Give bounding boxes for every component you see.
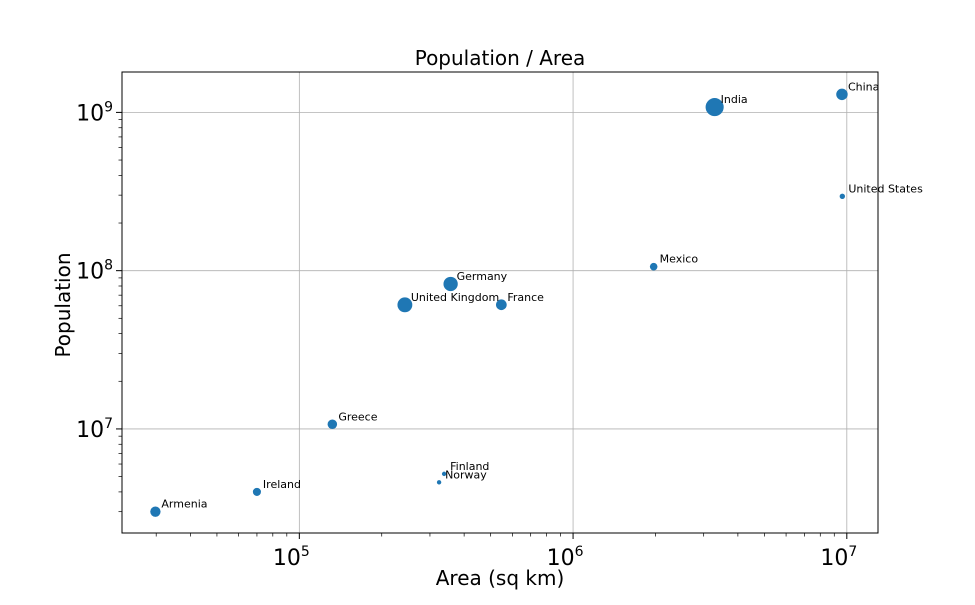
chart-title: Population / Area [415,46,586,70]
x-tick-label: 106 [547,544,584,571]
data-point [836,88,848,101]
data-point [649,262,658,271]
data-point [839,193,846,199]
point-labels: Armenia Ireland Greece United Kingdom German… [161,80,923,510]
data-point [397,297,413,313]
point-label: United Kingdom [411,291,499,304]
data-points [150,88,848,517]
data-point [705,98,724,117]
data-point [252,487,261,496]
plot-frame [121,71,879,534]
point-label: Germany [457,270,508,283]
point-label: Armenia [161,498,207,511]
point-label: Mexico [660,253,699,266]
y-tick-label: 107 [76,416,113,443]
point-label: Ireland [263,478,301,491]
data-point [441,471,447,477]
axis-ticks: 105 106 107 107 108 109 [76,99,857,571]
point-label: China [848,80,879,93]
y-tick-label: 108 [76,258,113,285]
data-point [436,480,442,485]
point-label: Greece [338,410,377,423]
point-label: France [507,291,544,304]
data-point [443,276,458,292]
x-tick-label: 105 [273,544,310,571]
x-axis-label: Area (sq km) [436,566,565,590]
point-label: Norway [445,468,487,481]
point-label: Finland [450,460,489,473]
grid [122,72,878,533]
data-point [327,419,338,430]
point-label: India [721,93,748,106]
data-point [495,299,507,311]
data-point [150,506,161,517]
x-tick-label: 107 [820,544,857,571]
point-label: United States [848,182,923,195]
y-tick-label: 109 [76,99,113,126]
y-axis-label: Population [51,252,75,357]
